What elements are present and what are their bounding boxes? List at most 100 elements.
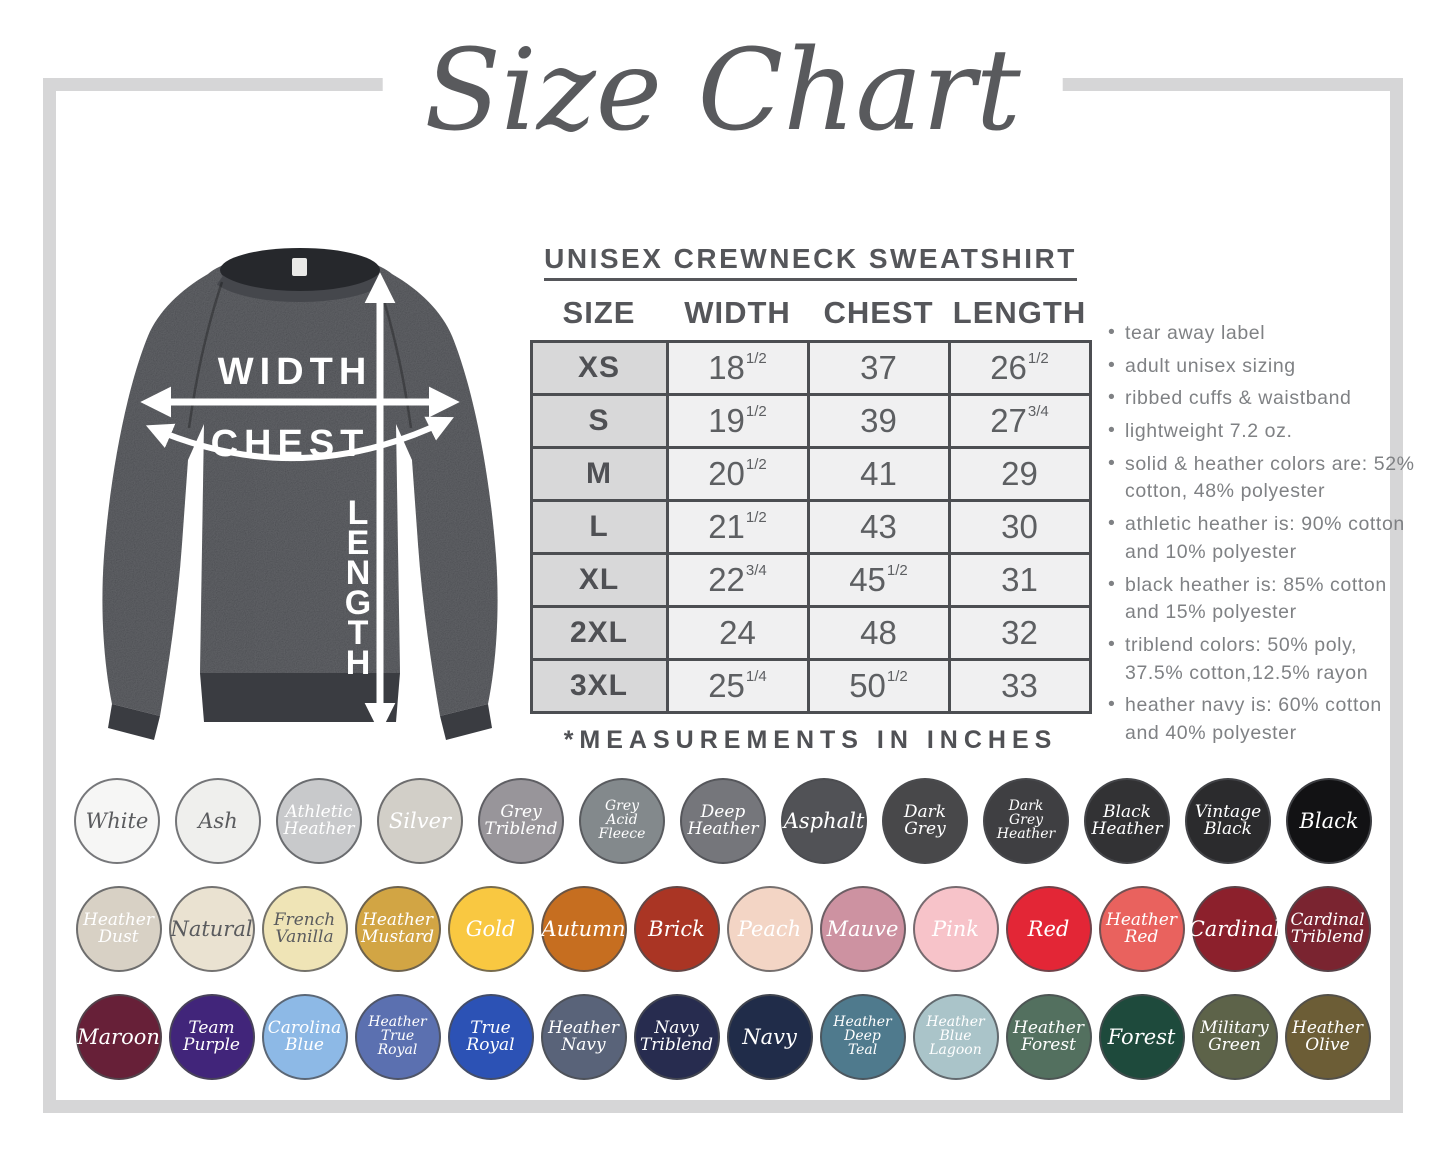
feature-item: ribbed cuffs & waistband	[1108, 384, 1416, 413]
chest-value-cell: 37	[806, 340, 951, 396]
color-swatch-mauve: Mauve	[819, 886, 906, 972]
width-label: WIDTH	[218, 351, 373, 393]
color-swatch-peach: Peach	[726, 886, 813, 972]
swatch-label: Military Green	[1200, 1018, 1269, 1055]
swatch-label: Red	[1027, 916, 1070, 941]
color-swatch-dark-grey-heather: Dark Grey Heather	[983, 778, 1069, 864]
color-swatch-true-royal: True Royal	[447, 994, 534, 1080]
swatch-label: Vintage Black	[1194, 802, 1262, 839]
swatch-label: Grey Triblend	[484, 802, 558, 839]
color-swatch-heather-navy: Heather Navy	[540, 994, 627, 1080]
feature-list: tear away label adult unisex sizing ribbed…	[1108, 319, 1416, 753]
swatch-label: Asphalt	[783, 808, 865, 833]
sweatshirt-body	[102, 248, 498, 740]
table-row: M 201/2 41 29	[529, 446, 1092, 502]
table-row: 2XL 24 48 32	[529, 605, 1092, 661]
color-swatch-heather-dust: Heather Dust	[75, 886, 162, 972]
length-value-cell: 33	[947, 658, 1092, 714]
feature-item: lightweight 7.2 oz.	[1108, 417, 1416, 446]
swatch-label: Navy	[742, 1024, 797, 1049]
width-value-cell: 251/4	[665, 658, 810, 714]
size-table-body: XS 181/2 37 261/2 S 191/2 39 273/4 M 201/2 41 29 L 21…	[529, 340, 1092, 714]
swatch-label: Forest	[1107, 1024, 1176, 1049]
chest-value-cell: 48	[806, 605, 951, 661]
chest-value-cell: 39	[806, 393, 951, 449]
swatch-label: Heather Dust	[83, 910, 154, 947]
column-header: CHEST	[823, 295, 934, 330]
table-row: S 191/2 39 273/4	[529, 393, 1092, 449]
swatch-label: Navy Triblend	[639, 1018, 714, 1055]
color-swatch-asphalt: Asphalt	[781, 778, 867, 864]
table-row: XL 223/4 451/2 31	[529, 552, 1092, 608]
swatch-label: Heather Blue Lagoon	[926, 1014, 985, 1058]
color-swatch-military-green: Military Green	[1191, 994, 1278, 1080]
swatch-label: Dark Grey	[903, 802, 947, 839]
size-table-header-row: SIZE WIDTH CHEST LENGTH	[531, 293, 1090, 342]
swatch-label: Team Purple	[183, 1018, 240, 1055]
feature-item: solid & heather colors are: 52% cotton, …	[1108, 450, 1416, 506]
size-cell: S	[529, 393, 669, 449]
chest-value-cell: 41	[806, 446, 951, 502]
size-cell: L	[529, 499, 669, 555]
color-swatch-heather-red: Heather Red	[1098, 886, 1185, 972]
color-swatch-navy: Navy	[726, 994, 813, 1080]
color-swatch-deep-heather: Deep Heather	[680, 778, 766, 864]
swatch-label: Deep Heather	[687, 802, 759, 839]
size-table: SIZE WIDTH CHEST LENGTH XS 181/2 37 261/2 S 191/…	[529, 293, 1092, 714]
swatch-label: Heather Red	[1106, 910, 1177, 947]
color-swatch-pink: Pink	[912, 886, 999, 972]
swatch-label: Ash	[198, 808, 238, 833]
swatch-label: Peach	[737, 916, 802, 941]
color-swatch-gold: Gold	[447, 886, 534, 972]
width-value-cell: 181/2	[665, 340, 810, 396]
swatch-label: Heather Olive	[1292, 1018, 1363, 1055]
length-value-cell: 273/4	[947, 393, 1092, 449]
chest-arrow	[145, 416, 454, 462]
color-swatch-vintage-black: Vintage Black	[1185, 778, 1271, 864]
size-table-head: SIZE WIDTH CHEST LENGTH	[531, 293, 1090, 342]
swatch-label: Dark Grey Heather	[996, 798, 1056, 842]
color-swatch-white: White	[74, 778, 160, 864]
color-swatch-brick: Brick	[633, 886, 720, 972]
color-swatch-heather-true-royal: Heather True Royal	[354, 994, 441, 1080]
swatch-label: Black Heather	[1091, 802, 1163, 839]
size-cell: XL	[529, 552, 669, 608]
swatch-label: Autumn	[541, 916, 626, 941]
color-swatch-grey-triblend: Grey Triblend	[478, 778, 564, 864]
color-swatch-cardinal: Cardinal	[1188, 886, 1281, 972]
color-swatch-natural: Natural	[168, 886, 255, 972]
width-value-cell: 211/2	[665, 499, 810, 555]
width-value-cell: 223/4	[665, 552, 810, 608]
swatch-label: Maroon	[77, 1024, 160, 1049]
color-swatch-forest: Forest	[1098, 994, 1185, 1080]
chest-label: CHEST	[211, 423, 370, 465]
swatch-label: Brick	[648, 916, 705, 941]
page-title: Size Chart	[382, 0, 1063, 187]
swatch-row: Maroon Team Purple Carolina Blue Heather True R…	[75, 994, 1371, 1080]
chest-value-cell: 451/2	[806, 552, 951, 608]
color-swatch-grid: White Ash Athletic Heather Silver Grey Triblen…	[55, 778, 1391, 1080]
swatch-label: Cardinal	[1188, 916, 1281, 941]
table-row: L 211/2 43 30	[529, 499, 1092, 555]
size-cell: M	[529, 446, 669, 502]
swatch-label: True Royal	[466, 1018, 515, 1055]
length-value-cell: 30	[947, 499, 1092, 555]
swatch-label: Athletic Heather	[283, 802, 355, 839]
swatch-label: Grey Acid Fleece	[598, 798, 646, 842]
feature-item: tear away label	[1108, 319, 1416, 348]
swatch-label: Carolina Blue	[267, 1018, 342, 1055]
width-value-cell: 24	[665, 605, 810, 661]
size-table-block: UNISEX CREWNECK SWEATSHIRT SIZE WIDTH CHES…	[528, 243, 1093, 755]
table-row: XS 181/2 37 261/2	[529, 340, 1092, 396]
color-swatch-silver: Silver	[377, 778, 463, 864]
swatch-label: Natural	[170, 916, 253, 941]
swatch-label: White	[85, 808, 149, 833]
swatch-row: White Ash Athletic Heather Silver Grey Triblen…	[74, 778, 1372, 864]
swatch-label: Black	[1299, 808, 1359, 833]
length-value-cell: 32	[947, 605, 1092, 661]
swatch-label: Heather Mustard	[360, 910, 435, 947]
color-swatch-navy-triblend: Navy Triblend	[633, 994, 720, 1080]
swatch-label: Gold	[465, 916, 516, 941]
